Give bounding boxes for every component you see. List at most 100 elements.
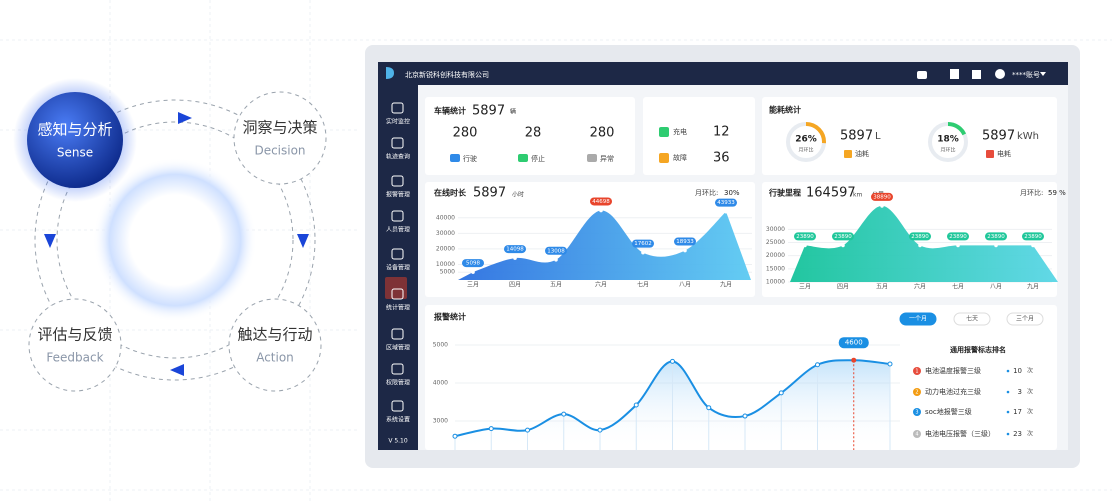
x-tick-label: 四月: [509, 282, 521, 289]
sidebar-item[interactable]: 权限管理: [386, 379, 410, 387]
data-label: 13008: [547, 248, 565, 254]
tab[interactable]: [899, 312, 937, 326]
rank-label: 动力电池过充三级: [925, 387, 981, 396]
area: [458, 210, 751, 280]
rank-badge: [913, 367, 921, 375]
rank-dot: [1006, 369, 1010, 373]
point: [994, 243, 998, 248]
point: [887, 361, 893, 367]
node-label: 评估与反馈: [37, 326, 112, 344]
tab[interactable]: [1006, 312, 1044, 326]
sidebar-item[interactable]: 轨迹查询: [386, 153, 410, 161]
area: [788, 205, 1058, 282]
tab[interactable]: [953, 312, 991, 326]
point: [599, 208, 603, 213]
point: [513, 256, 517, 260]
sidebar-icon: [391, 248, 404, 260]
y-tick-label: 10000: [436, 261, 455, 268]
gauge-value: 26%: [795, 135, 817, 145]
rank-count: 23: [1013, 430, 1022, 438]
cycle-ring: [34, 99, 316, 381]
data-label: 23890: [1024, 234, 1042, 240]
sidebar-active: [385, 277, 407, 299]
sidebar-item[interactable]: 实时监控: [386, 118, 410, 126]
sidebar-item[interactable]: 人员管理: [386, 226, 410, 234]
point: [670, 358, 675, 364]
tab-label[interactable]: 七天: [966, 315, 978, 323]
tab-label[interactable]: 三个月: [1016, 316, 1034, 323]
y-tick-label: 20000: [766, 252, 785, 259]
rank-unit: 次: [1027, 388, 1033, 396]
point: [724, 209, 728, 214]
account[interactable]: ****账号: [1012, 70, 1040, 79]
amount-unit: L: [875, 131, 881, 142]
point: [918, 243, 922, 248]
state-value: 280: [453, 126, 478, 141]
card-title: 能耗统计: [769, 105, 801, 115]
y-tick-label: 30000: [436, 230, 455, 237]
rank-unit: 次: [1027, 408, 1033, 416]
point: [597, 427, 603, 433]
y-tick-label: 40000: [436, 214, 455, 221]
y-tick-label: 10000: [766, 279, 785, 286]
value-pill: [794, 232, 816, 241]
sidebar-icon: [391, 400, 404, 412]
topbar: [378, 62, 1068, 85]
node-circle: [233, 91, 327, 185]
data-label: 23890: [796, 234, 814, 240]
data-label: 38890: [873, 194, 891, 200]
node-label: 洞察与决策: [242, 119, 317, 137]
rank-count: 10: [1013, 367, 1022, 375]
node-sub: Feedback: [46, 351, 103, 365]
amount: 5897: [982, 129, 1015, 144]
sidebar-item[interactable]: 统计管理: [386, 304, 410, 312]
value-pill: [832, 232, 854, 241]
x-tick-label: 五月: [876, 284, 888, 291]
mom: 59 %: [1048, 189, 1066, 197]
data-label: 23890: [911, 234, 929, 240]
ranking-title: 通用报警标志排名: [950, 345, 1006, 354]
state-value: 28: [525, 126, 542, 141]
point: [488, 426, 494, 432]
node-sub: Sense: [57, 146, 93, 160]
point: [554, 257, 558, 262]
data-label: 23890: [987, 234, 1005, 240]
tab-label[interactable]: 一个月: [909, 316, 927, 323]
point: [471, 270, 475, 274]
gauge-caption: 月环比: [798, 147, 813, 154]
point: [880, 204, 884, 208]
data-label: 5098: [466, 261, 480, 267]
unit: km: [853, 192, 862, 199]
y-tick-label: 15000: [766, 265, 785, 272]
rank-badge: [913, 430, 921, 438]
sidebar-item[interactable]: 系统设置: [386, 416, 410, 424]
value-pill: [674, 237, 696, 246]
value-pill: [504, 245, 526, 254]
sidebar-item[interactable]: 报警管理: [386, 191, 410, 199]
state-label: 异常: [600, 154, 614, 163]
point: [633, 402, 639, 408]
version: V 5.10: [388, 438, 408, 445]
sidebar-item[interactable]: 设备管理: [386, 264, 410, 272]
y-tick-label: 5000: [440, 269, 455, 276]
cycle-ring: [56, 121, 294, 359]
amount-icon: [844, 150, 852, 158]
card-title: 在线时长: [434, 188, 467, 198]
node-label: 感知与分析: [37, 121, 112, 139]
point: [1031, 243, 1035, 248]
value-pill: [545, 246, 567, 255]
data-label: 23890: [949, 234, 967, 240]
total: 5897: [473, 186, 506, 201]
point: [851, 357, 857, 363]
other-icon: [659, 127, 669, 137]
topbar-icons: [917, 69, 1046, 79]
sidebar-item[interactable]: 区域管理: [386, 344, 410, 352]
y-tick-label: 4000: [433, 380, 448, 387]
other-value: 36: [713, 151, 730, 166]
x-tick-label: 五月: [550, 282, 562, 289]
rank: 2: [915, 390, 918, 396]
x-tick-label: 七月: [637, 281, 649, 289]
rank: 1: [915, 369, 918, 375]
value-pill: [715, 198, 737, 207]
rank-unit: 次: [1027, 430, 1033, 438]
